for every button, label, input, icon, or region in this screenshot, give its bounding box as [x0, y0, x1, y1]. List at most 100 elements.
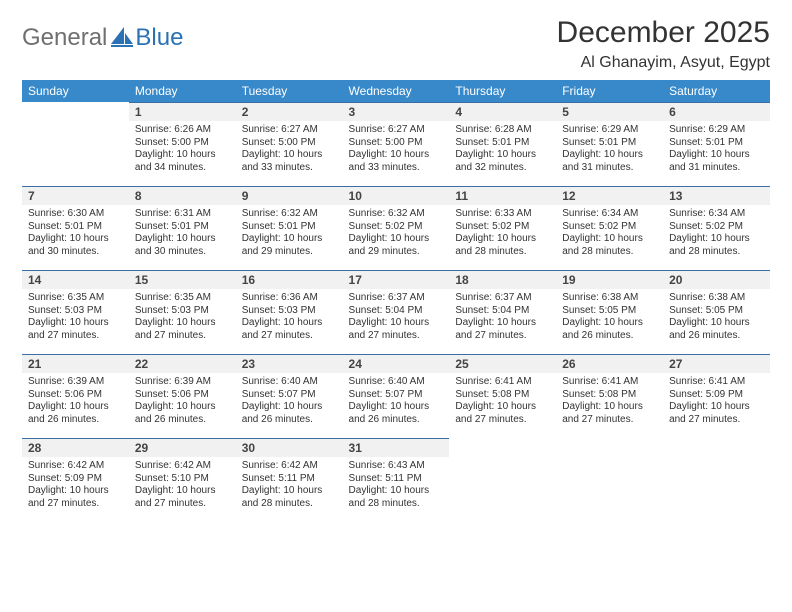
calendar-cell: 20Sunrise: 6:38 AMSunset: 5:05 PMDayligh…: [663, 270, 770, 354]
day-line-ss: Sunset: 5:01 PM: [135, 221, 230, 234]
calendar-cell: 4Sunrise: 6:28 AMSunset: 5:01 PMDaylight…: [449, 102, 556, 186]
day-line-sr: Sunrise: 6:27 AM: [349, 124, 444, 137]
day-text: Sunrise: 6:29 AMSunset: 5:01 PMDaylight:…: [663, 121, 770, 176]
calendar-cell: 21Sunrise: 6:39 AMSunset: 5:06 PMDayligh…: [22, 354, 129, 438]
day-line-sr: Sunrise: 6:42 AM: [28, 460, 123, 473]
day-line-dl: Daylight: 10 hours and 28 minutes.: [349, 485, 444, 510]
day-text: Sunrise: 6:35 AMSunset: 5:03 PMDaylight:…: [22, 289, 129, 344]
month-title: December 2025: [557, 16, 770, 50]
calendar-cell: 2Sunrise: 6:27 AMSunset: 5:00 PMDaylight…: [236, 102, 343, 186]
calendar-cell: 5Sunrise: 6:29 AMSunset: 5:01 PMDaylight…: [556, 102, 663, 186]
day-number: 28: [22, 438, 129, 457]
day-number: 16: [236, 270, 343, 289]
calendar-cell: 13Sunrise: 6:34 AMSunset: 5:02 PMDayligh…: [663, 186, 770, 270]
day-text: Sunrise: 6:34 AMSunset: 5:02 PMDaylight:…: [663, 205, 770, 260]
day-number: 23: [236, 354, 343, 373]
day-line-ss: Sunset: 5:02 PM: [669, 221, 764, 234]
weekday-header: Tuesday: [236, 80, 343, 102]
weekday-header: Saturday: [663, 80, 770, 102]
day-line-dl: Daylight: 10 hours and 29 minutes.: [242, 233, 337, 258]
weekday-header: Friday: [556, 80, 663, 102]
day-line-dl: Daylight: 10 hours and 33 minutes.: [349, 149, 444, 174]
calendar-cell: 28 Sunrise: 6:42 AMSunset: 5:09 PMDayligh…: [22, 438, 129, 522]
day-line-ss: Sunset: 5:03 PM: [242, 305, 337, 318]
day-text: Sunrise: 6:41 AMSunset: 5:09 PMDaylight:…: [663, 373, 770, 428]
day-line-ss: Sunset: 5:00 PM: [135, 137, 230, 150]
day-line-ss: Sunset: 5:05 PM: [562, 305, 657, 318]
day-number: 3: [343, 102, 450, 121]
weekday-header: Thursday: [449, 80, 556, 102]
day-text: Sunrise: 6:43 AMSunset: 5:11 PMDaylight:…: [343, 457, 450, 512]
brand-part2: Blue: [135, 24, 183, 52]
day-line-dl: Daylight: 10 hours and 27 minutes.: [455, 317, 550, 342]
day-line-dl: Daylight: 10 hours and 33 minutes.: [242, 149, 337, 174]
calendar-cell: 7Sunrise: 6:30 AMSunset: 5:01 PMDaylight…: [22, 186, 129, 270]
day-line-sr: Sunrise: 6:38 AM: [562, 292, 657, 305]
day-line-sr: Sunrise: 6:31 AM: [135, 208, 230, 221]
day-text: Sunrise: 6:38 AMSunset: 5:05 PMDaylight:…: [556, 289, 663, 344]
day-line-ss: Sunset: 5:04 PM: [455, 305, 550, 318]
calendar-week: 1Sunrise: 6:26 AMSunset: 5:00 PMDaylight…: [22, 102, 770, 186]
day-text: Sunrise: 6:32 AMSunset: 5:02 PMDaylight:…: [343, 205, 450, 260]
day-line-ss: Sunset: 5:01 PM: [669, 137, 764, 150]
brand-part1: General: [22, 24, 107, 52]
day-number: 20: [663, 270, 770, 289]
day-line-ss: Sunset: 5:09 PM: [28, 473, 123, 486]
calendar-week: 14Sunrise: 6:35 AMSunset: 5:03 PMDayligh…: [22, 270, 770, 354]
day-text: Sunrise: 6:27 AMSunset: 5:00 PMDaylight:…: [236, 121, 343, 176]
calendar-cell: 26Sunrise: 6:41 AMSunset: 5:08 PMDayligh…: [556, 354, 663, 438]
calendar-cell: 19Sunrise: 6:38 AMSunset: 5:05 PMDayligh…: [556, 270, 663, 354]
day-line-dl: Daylight: 10 hours and 26 minutes.: [135, 401, 230, 426]
day-line-ss: Sunset: 5:11 PM: [349, 473, 444, 486]
day-line-ss: Sunset: 5:02 PM: [455, 221, 550, 234]
day-text: Sunrise: 6:28 AMSunset: 5:01 PMDaylight:…: [449, 121, 556, 176]
calendar-cell: 29Sunrise: 6:42 AMSunset: 5:10 PMDayligh…: [129, 438, 236, 522]
day-line-dl: Daylight: 10 hours and 27 minutes.: [135, 317, 230, 342]
calendar-cell: 24Sunrise: 6:40 AMSunset: 5:07 PMDayligh…: [343, 354, 450, 438]
day-number: 25: [449, 354, 556, 373]
day-line-sr: Sunrise: 6:34 AM: [562, 208, 657, 221]
day-text: Sunrise: 6:30 AMSunset: 5:01 PMDaylight:…: [22, 205, 129, 260]
day-text: Sunrise: 6:37 AMSunset: 5:04 PMDaylight:…: [343, 289, 450, 344]
day-number: 31: [343, 438, 450, 457]
day-line-sr: Sunrise: 6:41 AM: [455, 376, 550, 389]
day-line-dl: Daylight: 10 hours and 28 minutes.: [242, 485, 337, 510]
day-number: 14: [22, 270, 129, 289]
calendar-cell: 12Sunrise: 6:34 AMSunset: 5:02 PMDayligh…: [556, 186, 663, 270]
day-line-ss: Sunset: 5:00 PM: [349, 137, 444, 150]
calendar-cell: 30Sunrise: 6:42 AMSunset: 5:11 PMDayligh…: [236, 438, 343, 522]
day-line-sr: Sunrise: 6:29 AM: [562, 124, 657, 137]
calendar-cell: 6Sunrise: 6:29 AMSunset: 5:01 PMDaylight…: [663, 102, 770, 186]
day-line-dl: Daylight: 10 hours and 26 minutes.: [349, 401, 444, 426]
day-line-ss: Sunset: 5:03 PM: [135, 305, 230, 318]
day-number: 10: [343, 186, 450, 205]
calendar-week: 28Sunrise: 6:42 AMSunset: 5:09 PMDayligh…: [22, 438, 770, 522]
day-line-dl: Daylight: 10 hours and 31 minutes.: [669, 149, 764, 174]
day-line-dl: Daylight: 10 hours and 30 minutes.: [28, 233, 123, 258]
day-text: Sunrise: 6:37 AMSunset: 5:04 PMDaylight:…: [449, 289, 556, 344]
day-text: Sunrise: 6:40 AMSunset: 5:07 PMDaylight:…: [343, 373, 450, 428]
day-text: Sunrise: 6:42 AMSunset: 5:10 PMDaylight:…: [129, 457, 236, 512]
day-text: Sunrise: 6:31 AMSunset: 5:01 PMDaylight:…: [129, 205, 236, 260]
day-line-sr: Sunrise: 6:35 AM: [28, 292, 123, 305]
day-line-dl: Daylight: 10 hours and 27 minutes.: [242, 317, 337, 342]
calendar-cell: 23Sunrise: 6:40 AMSunset: 5:07 PMDayligh…: [236, 354, 343, 438]
day-number: 27: [663, 354, 770, 373]
day-line-sr: Sunrise: 6:35 AM: [135, 292, 230, 305]
day-line-sr: Sunrise: 6:29 AM: [669, 124, 764, 137]
day-line-sr: Sunrise: 6:32 AM: [242, 208, 337, 221]
day-line-sr: Sunrise: 6:41 AM: [669, 376, 764, 389]
day-line-ss: Sunset: 5:02 PM: [349, 221, 444, 234]
day-line-ss: Sunset: 5:04 PM: [349, 305, 444, 318]
day-line-dl: Daylight: 10 hours and 27 minutes.: [28, 485, 123, 510]
day-number: 4: [449, 102, 556, 121]
day-number: 24: [343, 354, 450, 373]
day-line-sr: Sunrise: 6:26 AM: [135, 124, 230, 137]
calendar-cell: 3 Sunrise: 6:27 AMSunset: 5:00 PMDaylight…: [343, 102, 450, 186]
calendar-cell: 14Sunrise: 6:35 AMSunset: 5:03 PMDayligh…: [22, 270, 129, 354]
calendar-cell: 1Sunrise: 6:26 AMSunset: 5:00 PMDaylight…: [129, 102, 236, 186]
calendar-cell: 18Sunrise: 6:37 AMSunset: 5:04 PMDayligh…: [449, 270, 556, 354]
day-line-dl: Daylight: 10 hours and 27 minutes.: [562, 401, 657, 426]
day-line-ss: Sunset: 5:07 PM: [242, 389, 337, 402]
calendar-cell: 8Sunrise: 6:31 AMSunset: 5:01 PMDaylight…: [129, 186, 236, 270]
